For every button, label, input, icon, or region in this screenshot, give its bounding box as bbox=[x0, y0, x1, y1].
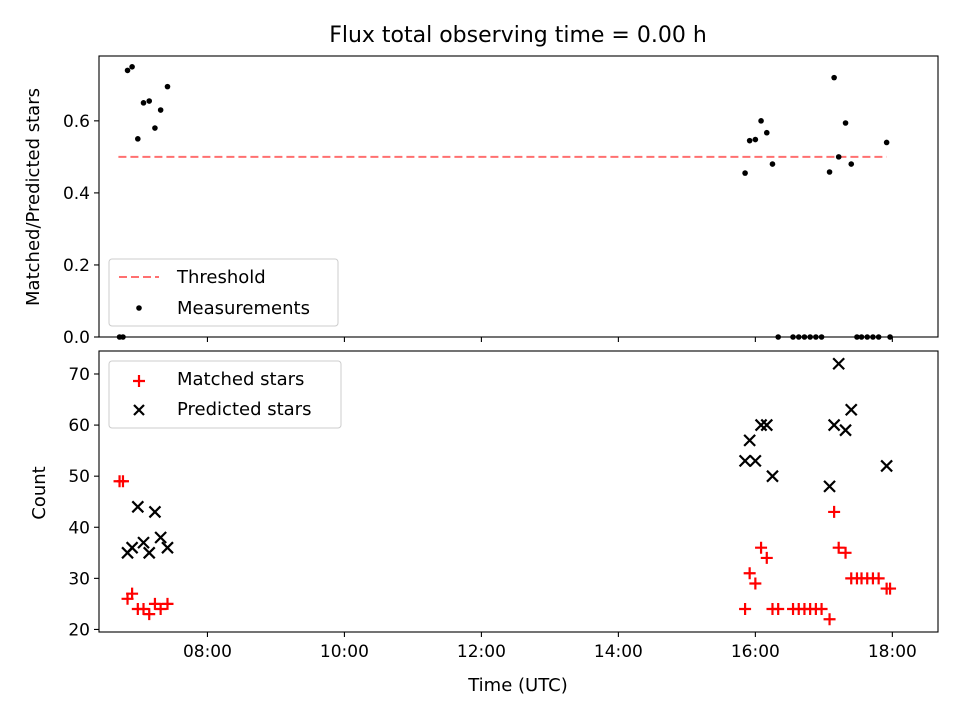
matched-star-point bbox=[148, 597, 161, 610]
legend-predicted-swatch bbox=[133, 404, 145, 416]
predicted-star-point bbox=[844, 403, 858, 417]
y-tick-label: 50 bbox=[68, 467, 90, 487]
measurement-point bbox=[842, 120, 849, 126]
measurement-point bbox=[758, 118, 764, 124]
y-tick-label: 0.2 bbox=[63, 256, 90, 276]
matched-star-point bbox=[126, 587, 139, 600]
measurement-point bbox=[763, 129, 770, 136]
measurement-point bbox=[835, 154, 842, 160]
predicted-star-point bbox=[832, 357, 845, 371]
x-tick-label: 12:00 bbox=[457, 642, 506, 662]
legend-measurements-swatch bbox=[136, 305, 142, 311]
predicted-star-point bbox=[137, 536, 150, 549]
x-tick-label: 18:00 bbox=[868, 642, 917, 662]
predicted-star-point bbox=[749, 454, 762, 468]
matched-star-point bbox=[743, 567, 756, 580]
measurement-point bbox=[129, 64, 135, 70]
predicted-star-point bbox=[738, 454, 752, 468]
legend-matched-label: Matched stars bbox=[177, 369, 304, 390]
measurement-point bbox=[146, 98, 153, 104]
matched-star-point bbox=[143, 608, 156, 621]
ratio-plot: 0.0 0.2 0.4 0.6 bbox=[63, 55, 939, 348]
y-tick-label: 0.6 bbox=[63, 112, 90, 132]
legend-measurements-label: Measurements bbox=[177, 298, 310, 319]
matched-star-point bbox=[772, 603, 785, 616]
x-tick-label: 10:00 bbox=[320, 642, 369, 662]
x-tick-label: 14:00 bbox=[594, 642, 643, 662]
predicted-star-point bbox=[142, 546, 156, 560]
predicted-star-point bbox=[125, 541, 139, 554]
measurement-point bbox=[164, 83, 171, 90]
y-tick-label: 30 bbox=[68, 569, 90, 589]
matched-star-point bbox=[739, 603, 752, 616]
predicted-star-point bbox=[743, 434, 756, 447]
matched-star-point bbox=[137, 603, 150, 616]
plot-frame bbox=[98, 350, 939, 633]
y-tick-label: 0.4 bbox=[63, 184, 90, 204]
ratio-legend-frame bbox=[108, 258, 339, 327]
matched-star-point bbox=[749, 577, 762, 590]
plot-frame bbox=[98, 55, 939, 338]
predicted-star-point bbox=[754, 418, 768, 432]
y-tick-label: 60 bbox=[68, 416, 90, 436]
measurement-point bbox=[826, 169, 833, 175]
measurement-point bbox=[752, 136, 759, 143]
x-tick-label: 08:00 bbox=[183, 642, 232, 662]
predicted-star-point bbox=[148, 505, 162, 519]
count-plot: 08:00 10:00 12:00 14:00 16:00 18:00 20 30 40 50 60… bbox=[68, 350, 939, 662]
predicted-star-point bbox=[131, 500, 145, 514]
matched-star-point bbox=[823, 613, 836, 626]
matched-star-point bbox=[154, 603, 167, 616]
measurement-point bbox=[769, 161, 776, 167]
matched-star-point bbox=[839, 546, 852, 559]
matched-star-point bbox=[872, 572, 885, 585]
ratio-legend: Threshold Measurements bbox=[108, 258, 339, 327]
measurement-point bbox=[831, 74, 837, 81]
y-tick-label: 20 bbox=[68, 620, 90, 640]
legend-matched-swatch bbox=[133, 375, 145, 387]
y-tick-label: 40 bbox=[68, 518, 90, 538]
top-y-axis-label: Matched/Predicted stars bbox=[23, 88, 44, 306]
measurement-point bbox=[140, 100, 147, 106]
predicted-star-point bbox=[154, 531, 167, 544]
y-tick-label: 70 bbox=[68, 365, 90, 385]
predicted-star-point bbox=[880, 459, 893, 473]
count-legend: Matched stars Predicted stars bbox=[108, 360, 342, 429]
legend-threshold-label: Threshold bbox=[176, 267, 266, 288]
matched-star-point bbox=[884, 582, 897, 595]
predicted-star-point bbox=[766, 469, 779, 483]
predicted-star-point bbox=[823, 480, 836, 493]
x-axis-label: Time (UTC) bbox=[467, 675, 568, 696]
predicted-star-point bbox=[827, 418, 841, 432]
measurement-point bbox=[883, 139, 890, 146]
matched-star-point bbox=[815, 603, 828, 616]
measurement-point bbox=[135, 136, 141, 142]
matched-star-point bbox=[161, 597, 174, 610]
measurement-point bbox=[746, 137, 753, 144]
measurement-point bbox=[848, 161, 855, 167]
count-legend-frame bbox=[108, 360, 342, 429]
x-tick-label: 16:00 bbox=[731, 642, 780, 662]
matched-star-point bbox=[828, 505, 841, 518]
matched-star-point bbox=[755, 541, 768, 554]
measurement-point bbox=[152, 125, 158, 131]
predicted-star-point bbox=[760, 418, 774, 432]
y-tick-label: 0.0 bbox=[63, 328, 90, 348]
chart-title: Flux total observing time = 0.00 h bbox=[329, 23, 707, 48]
measurement-point bbox=[124, 67, 131, 74]
measurement-point bbox=[742, 170, 748, 176]
bottom-y-axis-label: Count bbox=[29, 466, 50, 519]
legend-predicted-label: Predicted stars bbox=[177, 399, 311, 420]
matched-star-point bbox=[116, 475, 129, 488]
predicted-star-point bbox=[161, 541, 174, 554]
measurement-point bbox=[157, 107, 164, 113]
predicted-star-point bbox=[839, 423, 852, 437]
matched-star-point bbox=[760, 551, 773, 564]
matched-star-point bbox=[832, 541, 845, 554]
